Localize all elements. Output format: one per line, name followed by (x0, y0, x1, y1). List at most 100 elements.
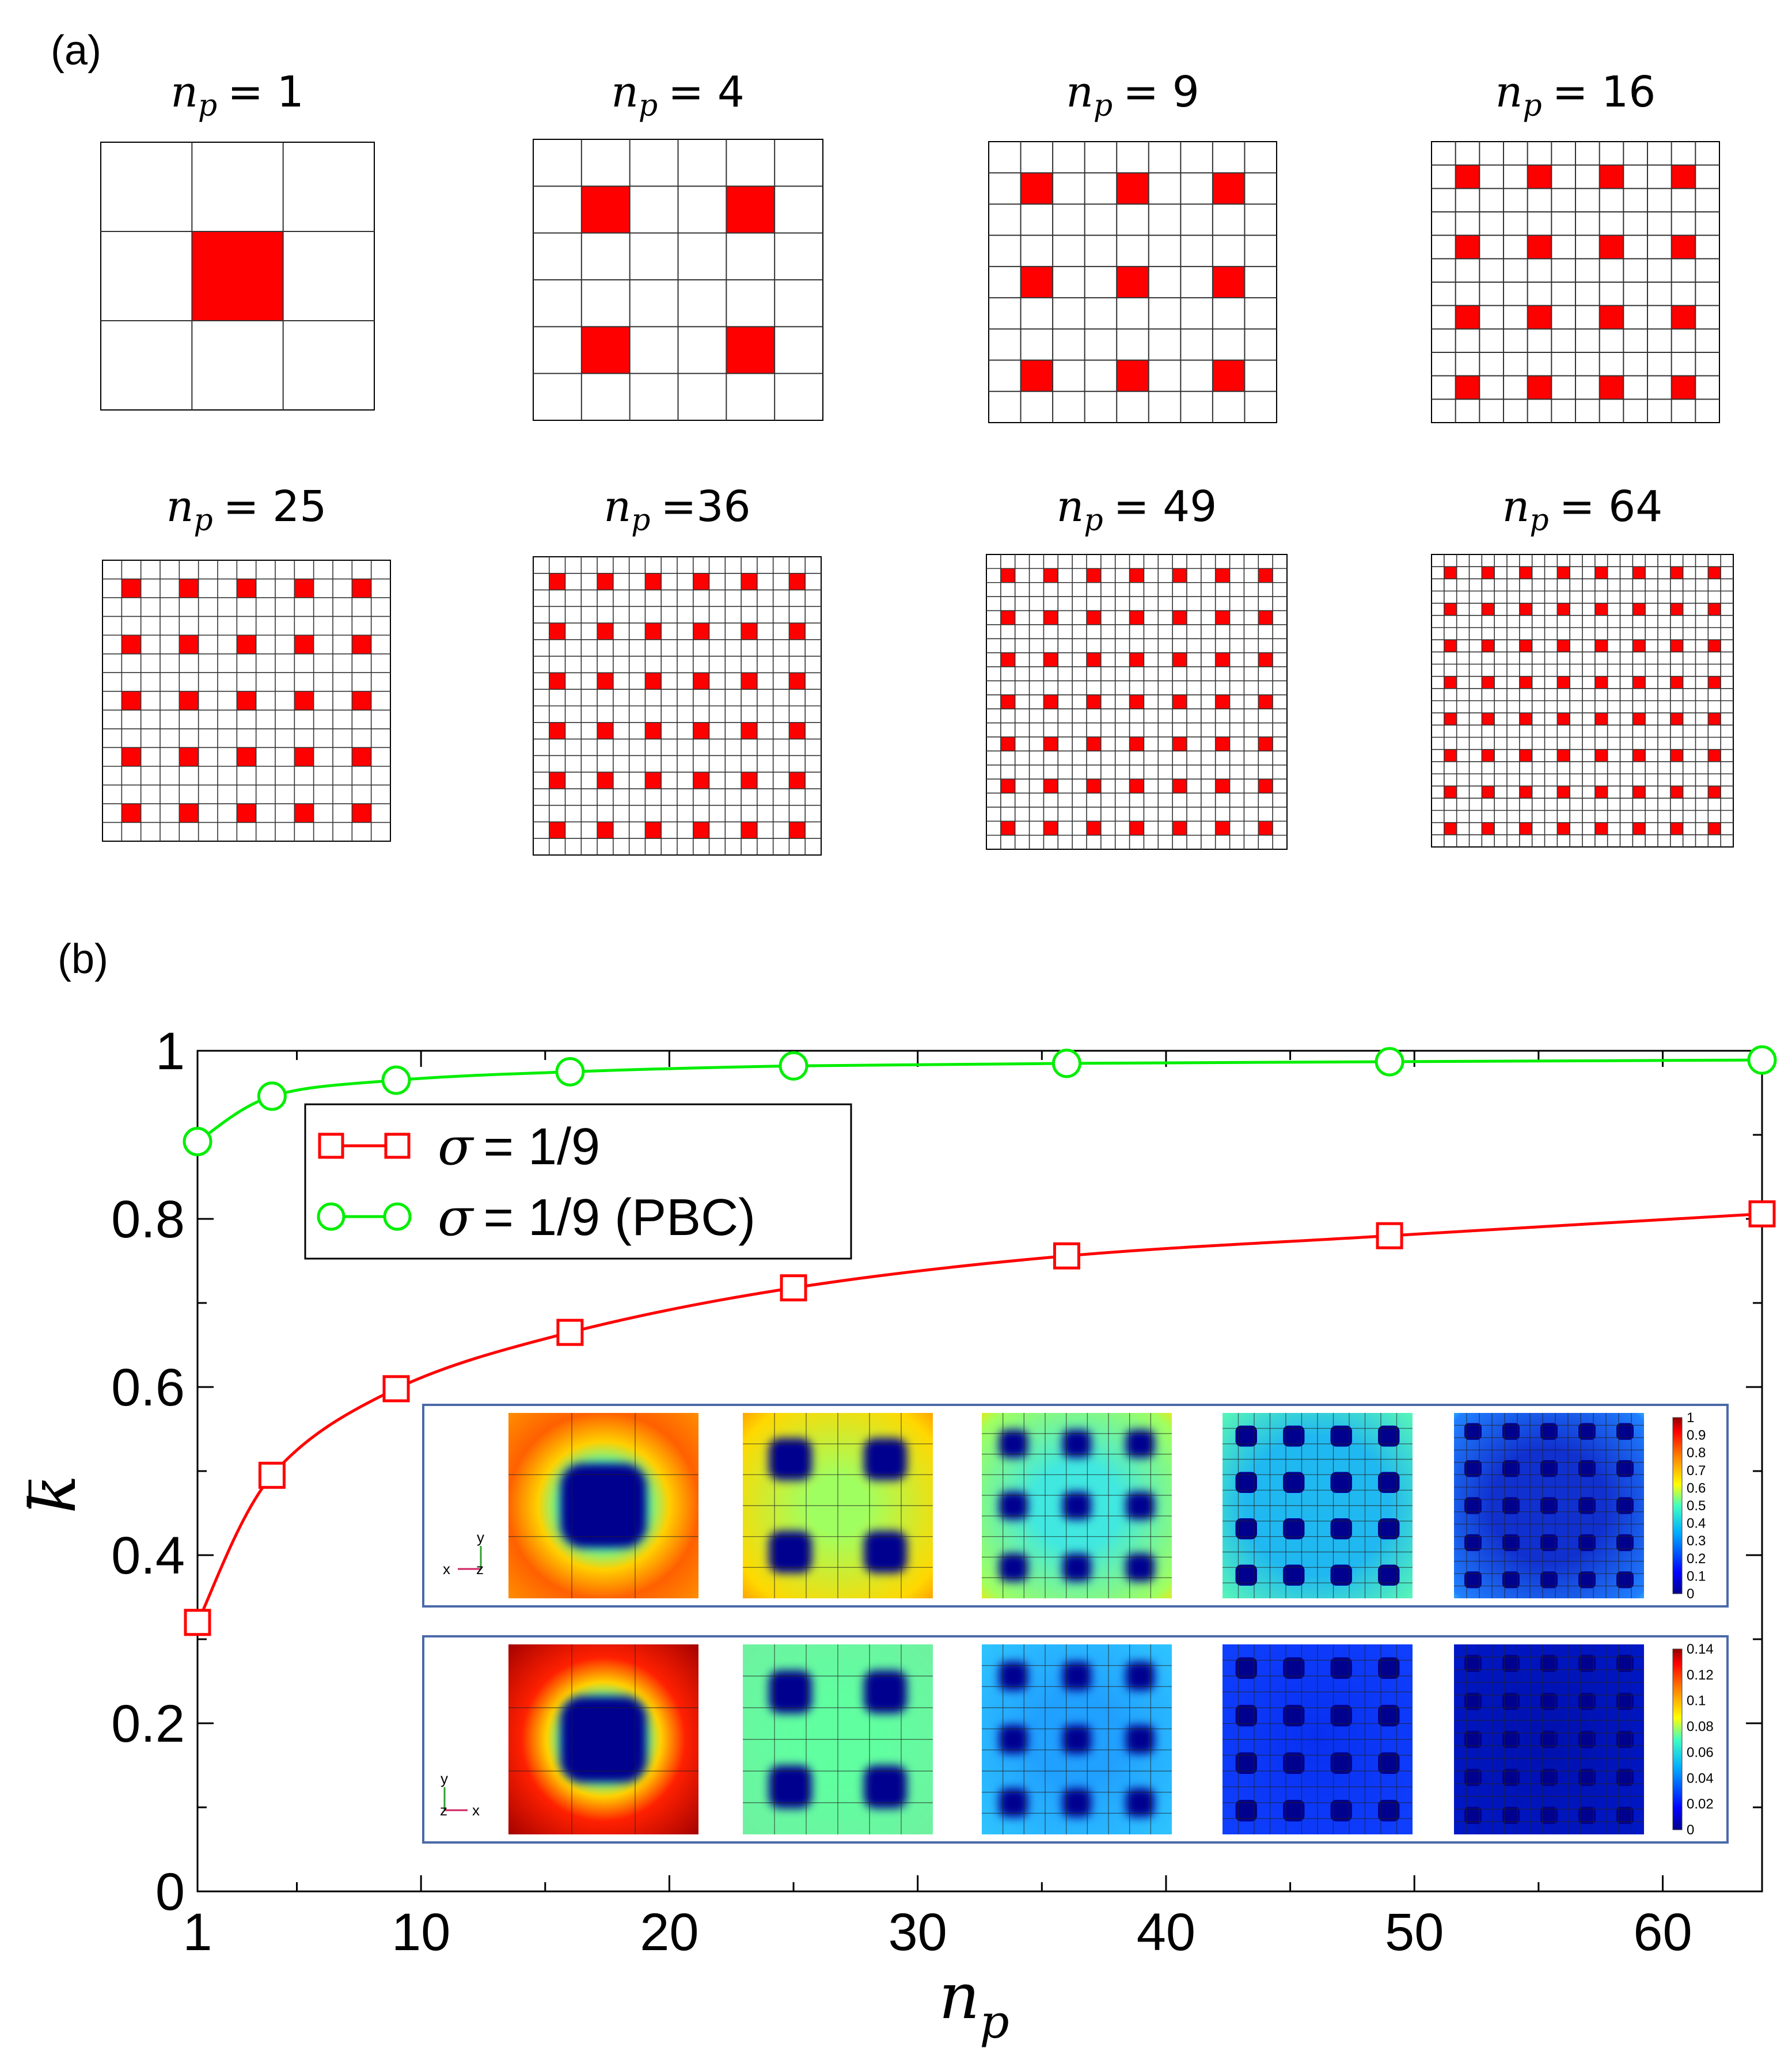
np-title-49: np = 49 (1057, 482, 1217, 538)
particle-core (864, 1531, 907, 1573)
particle-core (1330, 1564, 1352, 1586)
field-map-np-25 (1454, 1413, 1644, 1598)
colorbar-tick-label: 0 (1687, 1586, 1694, 1602)
particle-core (999, 1725, 1028, 1754)
np-title-1: np = 1 (170, 67, 304, 123)
particle (1482, 822, 1495, 835)
particle (1594, 603, 1608, 615)
particle (581, 186, 630, 233)
y-axis-label: k (16, 1475, 90, 1514)
particle-core (1464, 1769, 1482, 1786)
particle (741, 822, 757, 839)
particle (1671, 305, 1696, 329)
particle (1172, 610, 1187, 625)
particle (1087, 821, 1101, 835)
particle (294, 803, 314, 823)
layout-np-1: np = 1 (100, 67, 375, 411)
particle (1670, 749, 1683, 762)
particle-core (1502, 1807, 1520, 1824)
particle-core (1540, 1571, 1558, 1589)
particle (179, 691, 199, 710)
particle-core (1502, 1731, 1520, 1748)
particle-core (1540, 1497, 1558, 1514)
particle (1594, 822, 1608, 835)
particle (1671, 235, 1696, 259)
particle (237, 747, 256, 766)
particle-core (864, 1670, 907, 1713)
data-point-square (184, 1609, 211, 1636)
particle (1087, 610, 1101, 625)
colorbar-tick-label: 0.5 (1687, 1498, 1706, 1514)
particle (1172, 694, 1187, 709)
data-point-square (1748, 1200, 1776, 1228)
particle (1527, 235, 1552, 259)
particle-core (1502, 1571, 1520, 1589)
series-open (184, 1200, 1776, 1636)
data-point-square (382, 1375, 410, 1403)
layout-np-36: np =36 (533, 482, 822, 856)
particle-core (769, 1765, 812, 1808)
particle-core (1540, 1655, 1558, 1672)
layout-np-9: np = 9 (988, 67, 1277, 423)
particle (1482, 640, 1495, 652)
data-point-circle (183, 1127, 212, 1157)
particle-core (1578, 1693, 1596, 1710)
axis-triad: y x z (443, 1529, 484, 1578)
particle (1632, 786, 1646, 799)
particle (693, 573, 709, 590)
field-map-np-16 (1222, 1644, 1413, 1834)
np-subscript: p (1094, 89, 1113, 123)
particle-core (1330, 1426, 1352, 1447)
particle (645, 772, 662, 789)
np-subscript: p (1523, 89, 1542, 123)
particle-core (1126, 1662, 1155, 1690)
np-value: = 49 (1114, 482, 1217, 531)
particle (1519, 567, 1532, 579)
particle (1519, 676, 1532, 689)
particle (1444, 822, 1457, 835)
particle-core (1062, 1788, 1091, 1817)
particle-core (1540, 1807, 1558, 1824)
legend-entry: σ = 1/9 (PBC) (317, 1187, 755, 1248)
particle-core (1062, 1430, 1091, 1458)
particle (1043, 694, 1058, 709)
triad-z-label: z (440, 1802, 447, 1819)
colorbar-tick-label: 0.9 (1687, 1428, 1706, 1443)
particle (1599, 305, 1624, 329)
particle-core (1378, 1518, 1400, 1540)
particle (1708, 822, 1721, 835)
data-point-circle (1747, 1045, 1777, 1075)
np-symbol: n (170, 67, 198, 117)
particle-core (560, 1696, 647, 1783)
data-point-circle (1051, 1048, 1081, 1078)
particle (352, 691, 371, 710)
particle-core (1540, 1534, 1558, 1551)
colorbar-tick-label: 1 (1687, 1410, 1694, 1426)
particle (1215, 694, 1230, 709)
particle (352, 579, 371, 598)
particle (1632, 640, 1646, 652)
y-tick-label: 0.2 (111, 1694, 185, 1753)
legend-marker (383, 1202, 412, 1231)
data-point-circle (555, 1057, 585, 1086)
particle-core (1330, 1705, 1352, 1727)
field-map-np-9 (982, 1413, 1172, 1598)
np-subscript: p (193, 503, 212, 538)
particle (1599, 235, 1624, 259)
particle-core (1578, 1460, 1596, 1477)
np-value: = 25 (223, 482, 327, 531)
particle (1258, 821, 1273, 835)
particle (1557, 822, 1570, 835)
particle (1632, 822, 1646, 835)
particle-core (769, 1438, 812, 1480)
np-subscript: p (639, 89, 658, 123)
particle-core (1464, 1693, 1482, 1710)
particle-core (1283, 1752, 1305, 1774)
particle (1527, 165, 1552, 189)
particle (1117, 360, 1149, 392)
particle (1020, 266, 1053, 298)
y-tick-label: 0.4 (111, 1526, 185, 1585)
particle (1043, 821, 1058, 835)
particle (1708, 640, 1721, 652)
colorbar-tick-label: 0.02 (1687, 1796, 1714, 1812)
